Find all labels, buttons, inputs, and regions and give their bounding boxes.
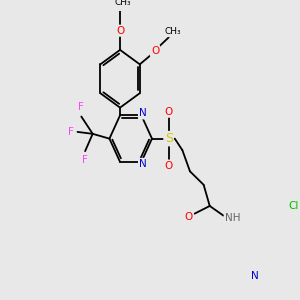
Text: F: F: [68, 127, 74, 137]
Text: S: S: [165, 132, 173, 145]
Text: CH₃: CH₃: [165, 27, 181, 36]
Text: Cl: Cl: [288, 201, 299, 211]
Text: N: N: [139, 159, 147, 169]
Text: N: N: [139, 108, 147, 118]
Text: F: F: [82, 155, 88, 165]
Text: O: O: [165, 160, 173, 171]
Text: F: F: [78, 102, 84, 112]
Text: O: O: [165, 107, 173, 117]
Text: CH₃: CH₃: [115, 0, 131, 7]
Text: O: O: [116, 26, 124, 36]
Text: N: N: [251, 271, 259, 281]
Text: O: O: [184, 212, 193, 222]
Text: O: O: [151, 46, 159, 56]
Text: NH: NH: [225, 212, 240, 223]
